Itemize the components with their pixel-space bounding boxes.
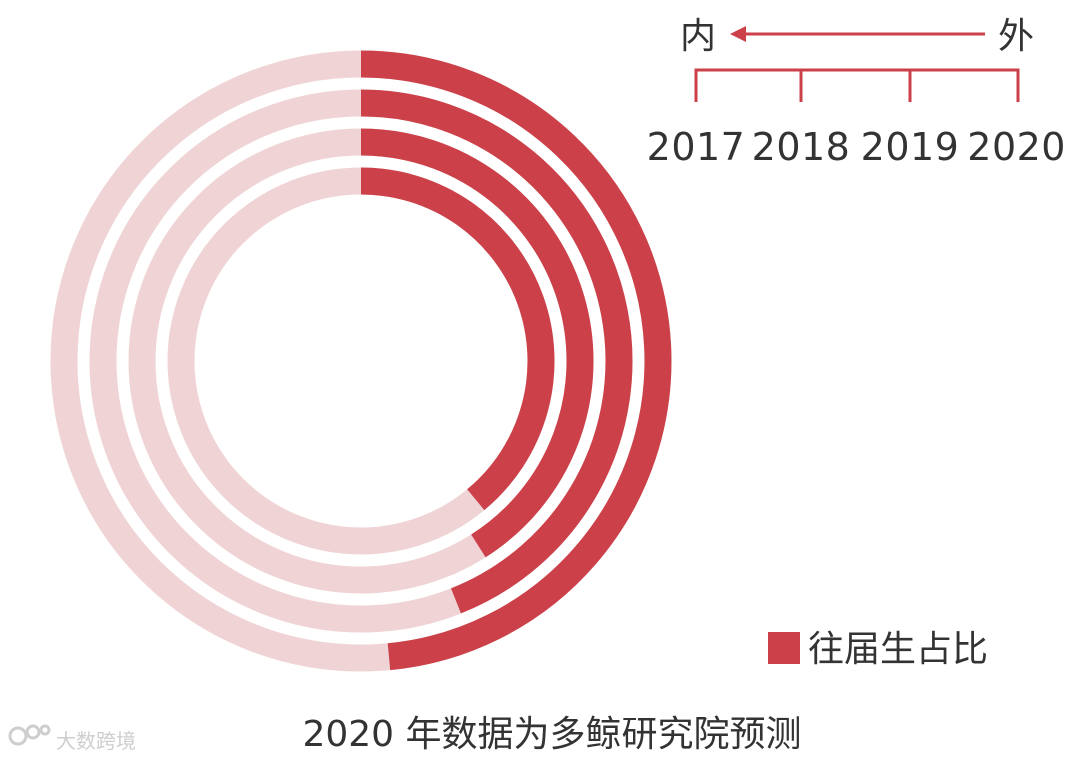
year-bracket	[694, 68, 1020, 102]
year-label-2018: 2018	[752, 125, 851, 169]
legend-swatch	[768, 632, 800, 664]
watermark: 大数跨境	[8, 724, 136, 753]
arrow-left-icon	[730, 26, 746, 42]
logo-icon	[8, 724, 51, 746]
outer-direction-label: 外	[998, 16, 1034, 57]
legend: 往届生占比	[768, 629, 988, 670]
ring-segment-2020	[360, 50, 672, 671]
ring-segment-2019	[360, 89, 633, 614]
year-label-2020: 2020	[967, 125, 1066, 169]
year-labels-group: 2017 2018 2019 2020	[647, 125, 1066, 169]
ring-segment-2017	[360, 167, 555, 511]
direction-scale: 内 外 2017 2018 2019 2020	[647, 16, 1066, 169]
rings-group	[50, 50, 672, 672]
legend-label: 往届生占比	[808, 629, 988, 670]
ring-segment-2018	[360, 128, 594, 558]
year-label-2019: 2019	[861, 125, 960, 169]
forecast-note: 2020 年数据为多鲸研究院预测	[302, 714, 801, 755]
year-label-2017: 2017	[647, 125, 746, 169]
watermark-text: 大数跨境	[56, 729, 136, 753]
inner-direction-label: 内	[680, 16, 716, 57]
